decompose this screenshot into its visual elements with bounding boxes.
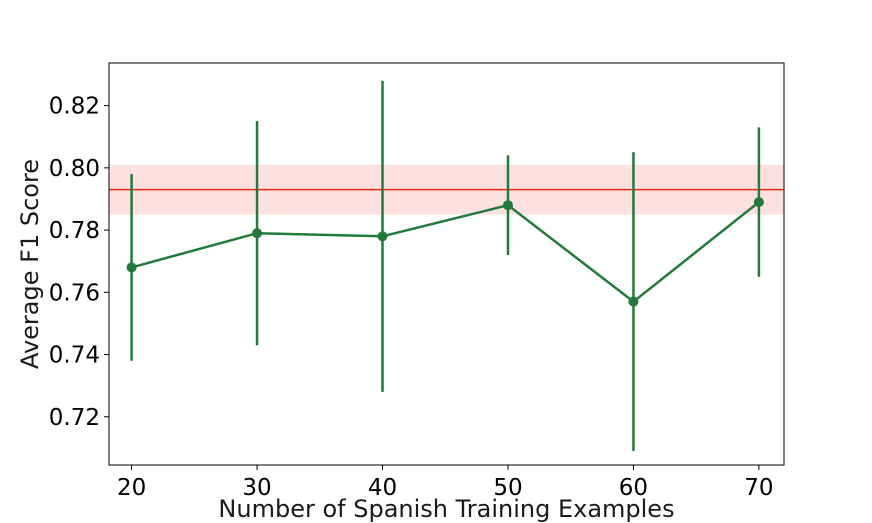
y-tick-label: 0.80: [49, 156, 100, 182]
x-tick-label: 50: [493, 475, 522, 501]
data-point: [502, 200, 513, 211]
data-point-layer: [126, 197, 764, 307]
data-point: [753, 197, 764, 208]
x-axis-label: Number of Spanish Training Examples: [218, 495, 674, 523]
series-line-layer: [131, 201, 760, 303]
data-point: [252, 228, 263, 239]
x-tick-label: 20: [117, 475, 146, 501]
error-bar-layer: [130, 80, 761, 451]
data-point: [126, 262, 137, 273]
data-point: [377, 231, 388, 242]
y-axis-ticks: 0.72 0.74 0.76 0.78 0.80 0.82: [49, 94, 109, 431]
y-tick-label: 0.74: [49, 343, 100, 369]
y-tick-label: 0.76: [49, 280, 100, 306]
y-tick-label: 0.82: [49, 94, 100, 120]
series-line: [131, 201, 760, 303]
y-axis-label: Average F1 Score: [16, 159, 44, 369]
x-tick-label: 40: [368, 475, 397, 501]
y-tick-label: 0.72: [49, 405, 100, 431]
plot-frame: [108, 62, 785, 466]
data-point: [628, 296, 639, 307]
x-axis-ticks: 20 30 40 50 60 70: [117, 465, 774, 501]
x-tick-label: 30: [242, 475, 271, 501]
y-tick-label: 0.78: [49, 218, 100, 244]
x-tick-label: 70: [744, 475, 773, 501]
x-tick-label: 60: [619, 475, 648, 501]
